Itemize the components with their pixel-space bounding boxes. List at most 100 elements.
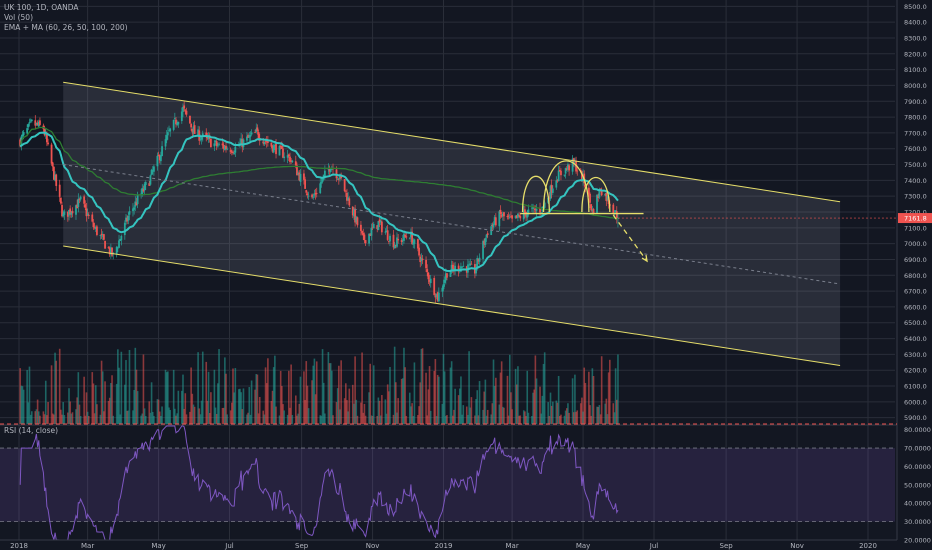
rsi-tick-label: 70.0000	[904, 445, 931, 453]
y-tick-label: 6700.0	[904, 288, 927, 296]
volume-bar	[264, 367, 267, 424]
volume-bar	[335, 402, 338, 424]
volume-bar	[563, 415, 566, 424]
volume-bar	[151, 411, 154, 424]
volume-bar	[433, 371, 435, 424]
volume-bar	[360, 402, 362, 424]
ma-label[interactable]: EMA + MA (60, 26, 50, 100, 200)	[4, 23, 128, 32]
volume-bar	[271, 390, 274, 424]
candle-body	[596, 194, 598, 214]
volume-bar	[467, 414, 469, 424]
volume-bar	[303, 371, 305, 424]
volume-bar	[169, 410, 171, 424]
volume-bar	[298, 403, 301, 424]
volume-bar	[68, 388, 70, 424]
candle-body	[71, 211, 74, 214]
candle-body	[348, 198, 351, 206]
volume-bar	[75, 409, 77, 424]
volume-bar	[582, 411, 584, 424]
volume-bar	[510, 392, 512, 424]
volume-bar	[378, 400, 381, 424]
volume-bar	[581, 397, 583, 424]
volume-bar	[393, 346, 396, 424]
volume-bar	[331, 370, 333, 424]
projection-arrow-head	[641, 254, 648, 263]
candle-body	[36, 122, 39, 126]
volume-bar	[92, 383, 95, 424]
volume-bar	[347, 411, 349, 424]
volume-bar	[411, 403, 413, 424]
volume-bar	[418, 406, 420, 424]
candle-body	[136, 195, 139, 205]
candle-body	[351, 206, 354, 216]
candle-body	[417, 239, 419, 249]
volume-bar	[161, 406, 163, 424]
candle-body	[86, 213, 89, 215]
y-tick-label: 7300.0	[904, 193, 927, 201]
candle-body	[221, 143, 224, 146]
volume-bar	[534, 355, 537, 424]
volume-bar	[436, 374, 439, 424]
volume-bar	[177, 390, 180, 424]
volume-bar	[282, 404, 284, 424]
x-tick-label: May	[576, 542, 590, 550]
rsi-band	[0, 448, 895, 522]
y-tick-label: 6900.0	[904, 256, 927, 264]
volume-bar	[491, 403, 494, 424]
volume-bar	[111, 375, 113, 424]
candle-body	[442, 284, 445, 290]
rsi-label[interactable]: RSI (14, close)	[4, 426, 59, 435]
candle-body	[384, 231, 387, 233]
candle-body	[109, 247, 112, 255]
candle-body	[125, 217, 127, 222]
candle-body	[39, 120, 41, 125]
candle-body	[63, 211, 66, 215]
volume-bar	[549, 392, 552, 424]
volume-bar	[226, 414, 228, 424]
candle-body	[153, 166, 155, 172]
symbol-title[interactable]: UK 100, 1D, OANDA	[4, 3, 79, 12]
candle-body	[26, 128, 29, 134]
volume-bar	[322, 382, 325, 424]
volume-bar	[410, 406, 412, 424]
candle-body	[346, 192, 348, 201]
candle-body	[519, 216, 522, 219]
candle-body	[189, 115, 191, 124]
volume-bar	[118, 367, 120, 424]
channel-upper-line	[63, 81, 841, 203]
volume-bar	[386, 384, 389, 424]
volume-bar	[144, 416, 147, 424]
y-tick-label: 7500.0	[904, 161, 927, 169]
candle-body	[371, 227, 374, 229]
volume-bar	[457, 395, 460, 424]
volume-bar	[421, 348, 424, 424]
volume-bar	[485, 415, 488, 424]
volume-label[interactable]: Vol (50)	[4, 13, 34, 22]
volume-bar	[104, 381, 106, 424]
volume-bar	[550, 405, 553, 424]
candle-body	[165, 135, 168, 141]
volume-bar	[255, 374, 258, 424]
volume-bar	[462, 405, 465, 424]
volume-bar	[37, 411, 40, 424]
volume-bar	[495, 377, 497, 424]
candle-body	[518, 215, 520, 217]
volume-bar	[87, 415, 90, 424]
volume-bar	[265, 383, 268, 424]
candle-body	[19, 139, 22, 147]
candle-body	[530, 207, 533, 209]
candle-body	[449, 272, 452, 277]
volume-bar	[311, 380, 313, 424]
volume-bar	[449, 367, 452, 424]
volume-bar	[132, 410, 134, 424]
volume-bar	[190, 367, 192, 424]
candle-body	[337, 178, 340, 180]
volume-bar	[519, 415, 522, 424]
volume-bar	[229, 410, 232, 424]
volume-bar	[297, 413, 299, 424]
volume-bar	[274, 355, 276, 424]
volume-bar	[345, 383, 347, 424]
volume-bar	[525, 415, 527, 424]
